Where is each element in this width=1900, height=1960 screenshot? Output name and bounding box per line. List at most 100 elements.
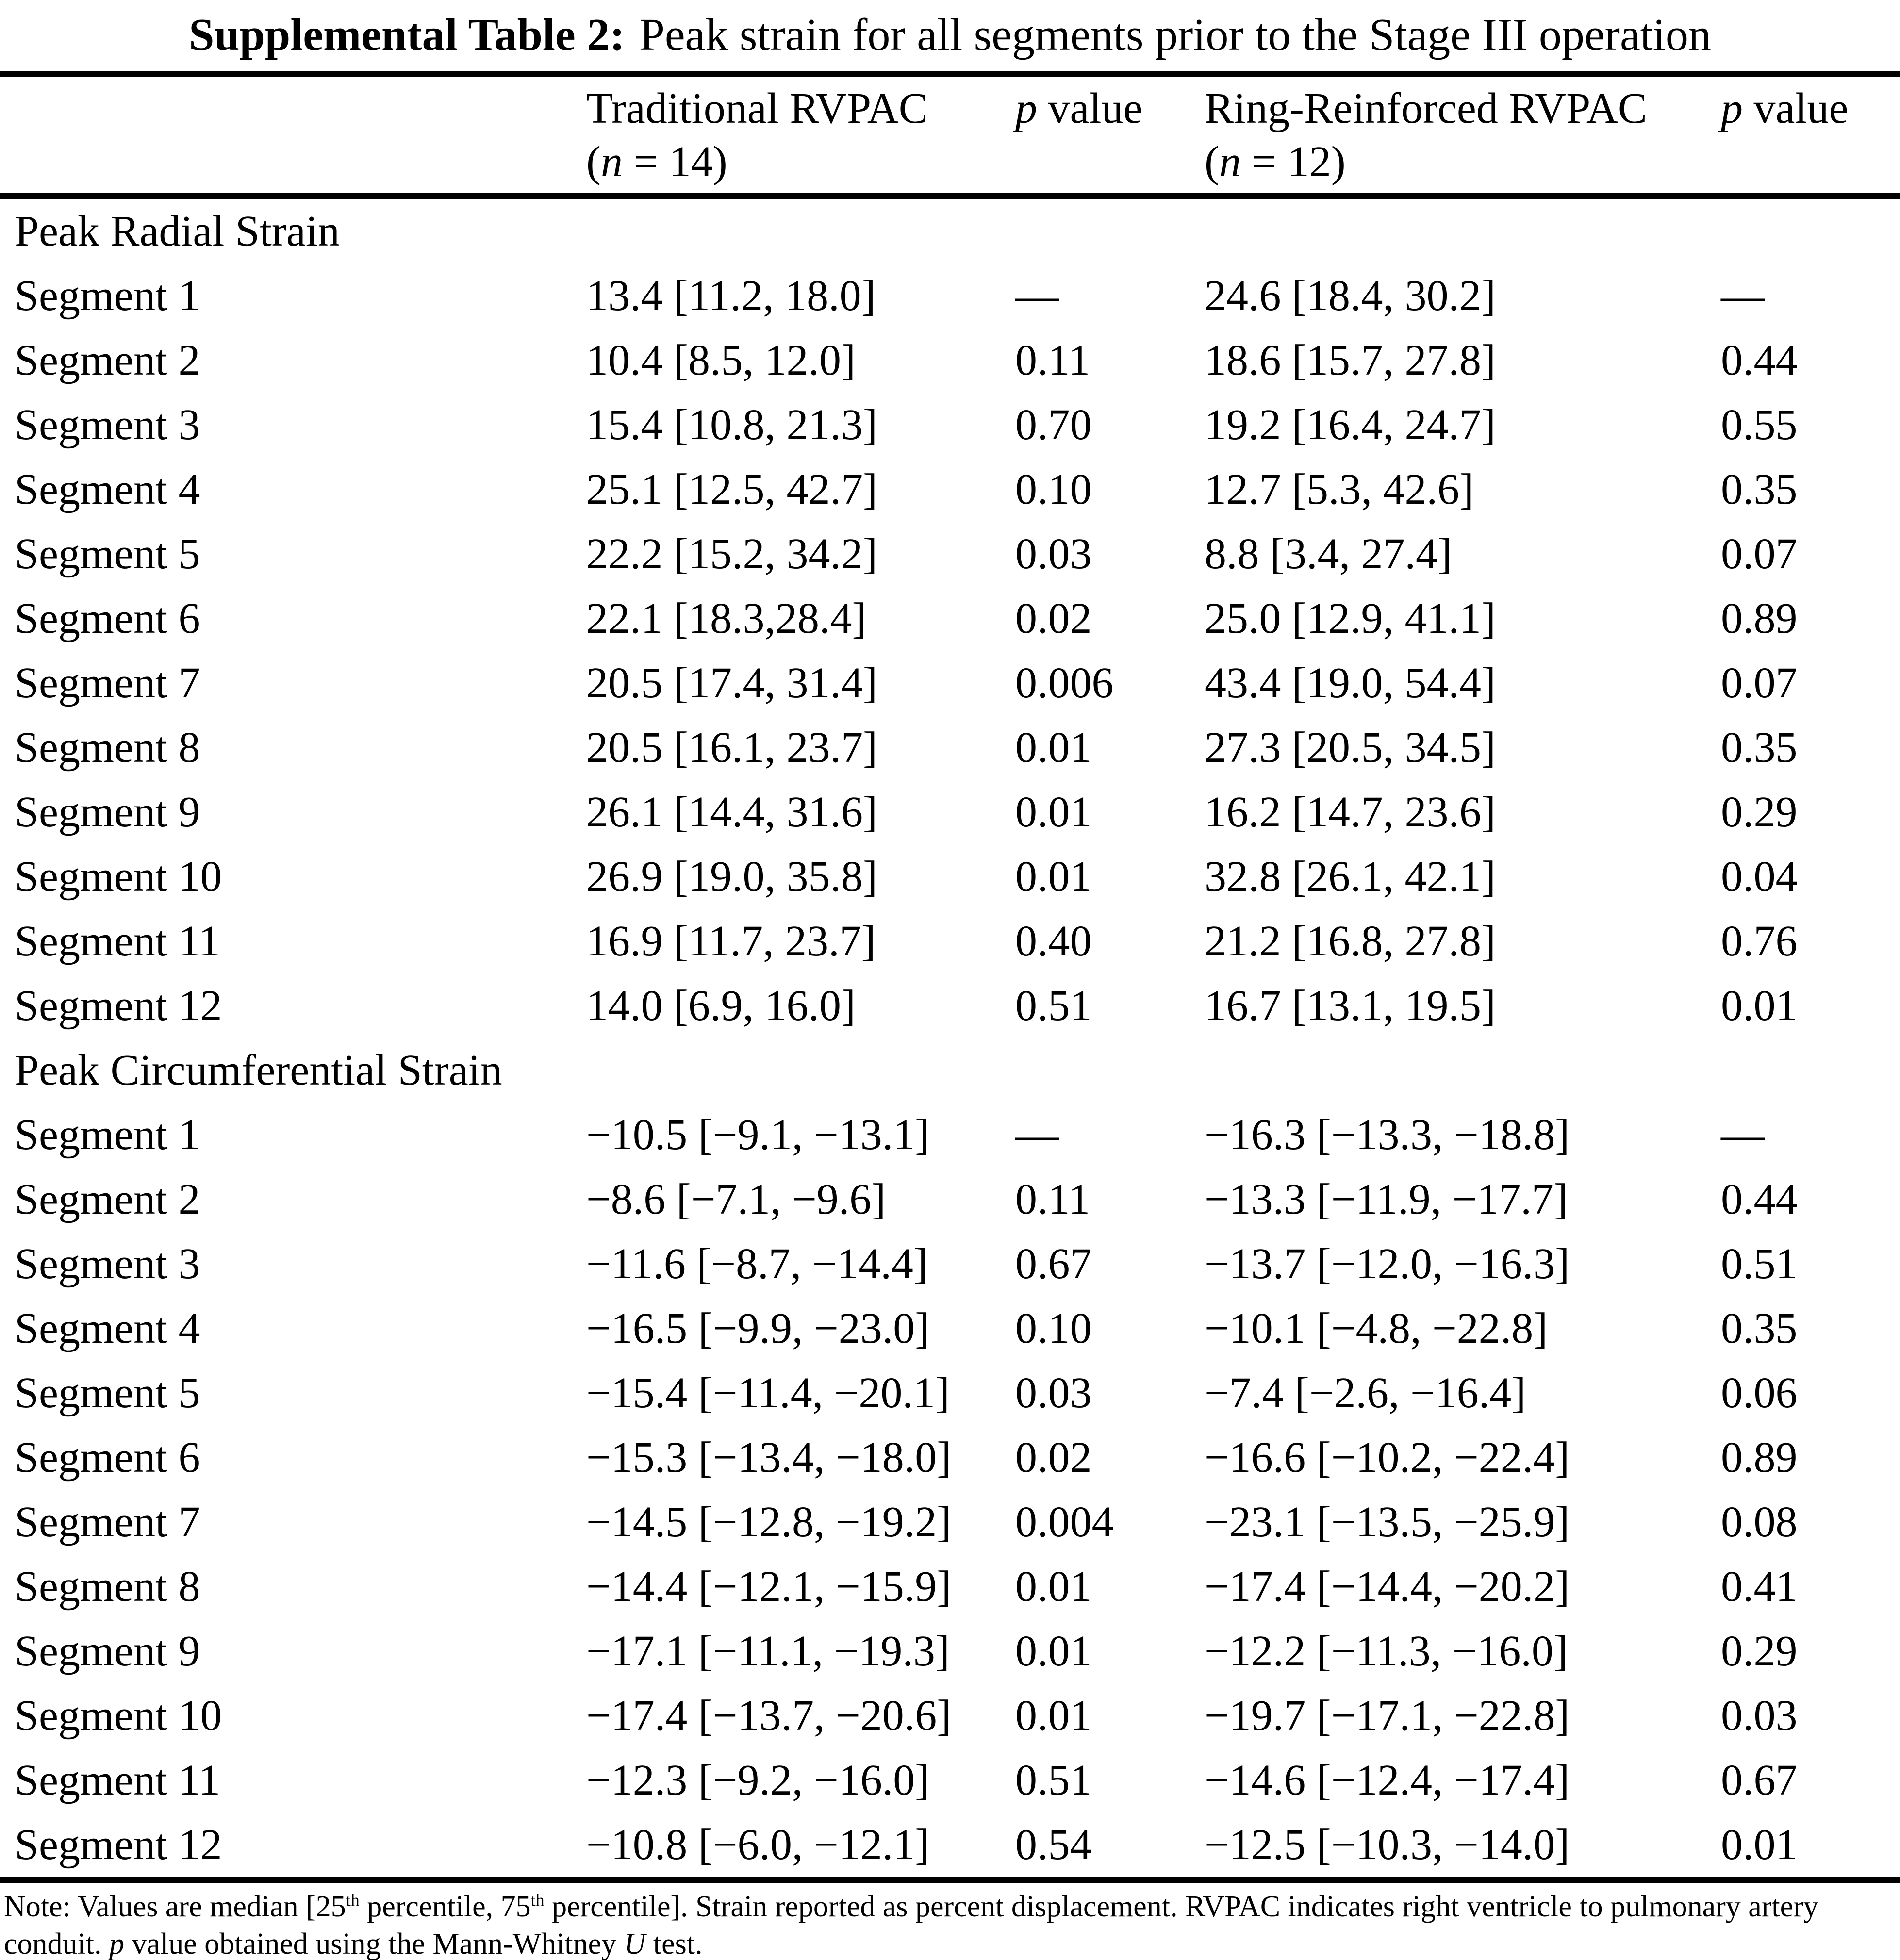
horizontal-rule-top xyxy=(0,71,1900,77)
row-label-cell: Segment 2 xyxy=(15,336,200,384)
pvalue-1-cell: 0.02 xyxy=(1015,594,1092,642)
n-count: = 12) xyxy=(1240,138,1346,186)
ring-value-cell: −10.1 [−4.8, −22.8] xyxy=(1205,1304,1548,1352)
table-row: Segment 3 −11.6 [−8.7, −14.4] 0.67 −13.7 [−… xyxy=(0,1232,1900,1296)
row-label-cell: Segment 9 xyxy=(15,788,200,836)
row-label-cell: Segment 11 xyxy=(15,1756,221,1804)
table-row: Segment 11 16.9 [11.7, 23.7] 0.40 21.2 [16.… xyxy=(0,909,1900,973)
row-label-cell: Segment 7 xyxy=(15,1498,200,1546)
ring-value-cell: 43.4 [19.0, 54.4] xyxy=(1205,659,1496,707)
row-label-cell: Segment 1 xyxy=(15,272,200,320)
traditional-value-cell: 10.4 [8.5, 12.0] xyxy=(586,336,856,384)
table-title-label: Supplemental Table 2: xyxy=(189,10,625,60)
table-title: Supplemental Table 2: Peak strain for all… xyxy=(0,0,1900,71)
pvalue-1-cell: 0.40 xyxy=(1015,917,1092,965)
pvalue-2-cell: 0.01 xyxy=(1721,1821,1798,1869)
note-segment: p xyxy=(109,1927,124,1960)
pvalue-1-cell: 0.01 xyxy=(1015,724,1092,772)
row-label-cell: Segment 11 xyxy=(15,917,221,965)
row-label-cell: Segment 4 xyxy=(15,1304,200,1352)
row-label-cell: Segment 8 xyxy=(15,1563,200,1611)
n-count: = 14) xyxy=(622,138,727,186)
column-header-pvalue-1: p value xyxy=(1015,77,1205,193)
note: Note: Values are median [25th percentile… xyxy=(0,1888,1900,1960)
pvalue-1-cell: — xyxy=(1015,1111,1059,1159)
traditional-value-cell: −8.6 [−7.1, −9.6] xyxy=(586,1175,886,1223)
horizontal-rule-bottom xyxy=(0,1877,1900,1883)
note-segment: percentile]. Strain reported as percent … xyxy=(4,1890,1818,1960)
table-row: Segment 5 −15.4 [−11.4, −20.1] 0.03 −7.4 [−… xyxy=(0,1361,1900,1425)
table-row: Segment 10 26.9 [19.0, 35.8] 0.01 32.8 [26.… xyxy=(0,844,1900,909)
pvalue-2-cell: 0.44 xyxy=(1721,1175,1798,1223)
pvalue-1-cell: 0.10 xyxy=(1015,1304,1092,1352)
row-label-cell: Segment 12 xyxy=(15,1821,222,1869)
pvalue-1-cell: 0.70 xyxy=(1015,401,1092,449)
pvalue-2-cell: 0.06 xyxy=(1721,1369,1798,1417)
note-segment: test. xyxy=(645,1927,703,1960)
row-label-cell: Segment 10 xyxy=(15,853,222,901)
ring-value-cell: −16.3 [−13.3, −18.8] xyxy=(1205,1111,1570,1159)
ring-value-cell: −13.3 [−11.9, −17.7] xyxy=(1205,1175,1568,1223)
table-row: Segment 6 22.1 [18.3,28.4] 0.02 25.0 [12.9,… xyxy=(0,586,1900,651)
column-header-pvalue-2: p value xyxy=(1721,77,1900,193)
table-row: Segment 12 14.0 [6.9, 16.0] 0.51 16.7 [13.1… xyxy=(0,973,1900,1038)
ring-value-cell: −12.2 [−11.3, −16.0] xyxy=(1205,1627,1568,1675)
table-row: Segment 8 20.5 [16.1, 23.7] 0.01 27.3 [20.5… xyxy=(0,715,1900,780)
pvalue-1-cell: 0.004 xyxy=(1015,1498,1114,1546)
row-label-cell: Segment 4 xyxy=(15,465,200,513)
traditional-value-cell: 26.1 [14.4, 31.6] xyxy=(586,788,877,836)
row-label-cell: Segment 8 xyxy=(15,724,200,772)
row-label-cell: Segment 5 xyxy=(15,530,200,578)
pvalue-2-cell: 0.29 xyxy=(1721,1627,1798,1675)
traditional-value-cell: −12.3 [−9.2, −16.0] xyxy=(586,1756,930,1804)
traditional-value-cell: −17.1 [−11.1, −19.3] xyxy=(586,1627,950,1675)
pvalue-1-cell: 0.01 xyxy=(1015,1692,1092,1740)
ring-value-cell: −17.4 [−14.4, −20.2] xyxy=(1205,1563,1570,1611)
pvalue-2-cell: 0.41 xyxy=(1721,1563,1798,1611)
pvalue-2-cell: 0.89 xyxy=(1721,594,1798,642)
ring-value-cell: 12.7 [5.3, 42.6] xyxy=(1205,465,1474,513)
pvalue-1-cell: 0.01 xyxy=(1015,788,1092,836)
column-header-traditional: Traditional RVPAC (n = 14) xyxy=(586,77,1015,193)
pvalue-2-cell: — xyxy=(1721,272,1765,320)
ring-value-cell: 21.2 [16.8, 27.8] xyxy=(1205,917,1496,965)
ring-value-cell: −12.5 [−10.3, −14.0] xyxy=(1205,1821,1570,1869)
traditional-value-cell: 20.5 [17.4, 31.4] xyxy=(586,659,877,707)
table-row: Segment 1 −10.5 [−9.1, −13.1] — −16.3 [−13.… xyxy=(0,1103,1900,1167)
traditional-value-cell: 15.4 [10.8, 21.3] xyxy=(586,401,877,449)
pvalue-2-cell: 0.35 xyxy=(1721,465,1798,513)
traditional-value-cell: 14.0 [6.9, 16.0] xyxy=(586,982,856,1030)
traditional-value-cell: −11.6 [−8.7, −14.4] xyxy=(586,1240,928,1288)
traditional-value-cell: 22.2 [15.2, 34.2] xyxy=(586,530,877,578)
traditional-value-cell: −16.5 [−9.9, −23.0] xyxy=(586,1304,930,1352)
traditional-value-cell: −15.3 [−13.4, −18.0] xyxy=(586,1433,952,1482)
table-row: Segment 9 26.1 [14.4, 31.6] 0.01 16.2 [14.7… xyxy=(0,780,1900,844)
section-header-row: Peak Circumferential Strain xyxy=(0,1038,1900,1103)
pvalue-1-cell: 0.01 xyxy=(1015,1563,1092,1611)
row-label-cell: Segment 9 xyxy=(15,1627,200,1675)
pvalue-1-cell: 0.54 xyxy=(1015,1821,1092,1869)
pvalue-1-cell: 0.02 xyxy=(1015,1433,1092,1482)
row-label-cell: Segment 1 xyxy=(15,1111,200,1159)
traditional-value-cell: −10.5 [−9.1, −13.1] xyxy=(586,1111,930,1159)
pvalue-2-cell: 0.07 xyxy=(1721,659,1798,707)
section-header: Peak Radial Strain xyxy=(15,207,340,255)
pvalue-1-cell: 0.03 xyxy=(1015,1369,1092,1417)
traditional-value-cell: −17.4 [−13.7, −20.6] xyxy=(586,1692,952,1740)
pvalue-1-cell: 0.67 xyxy=(1015,1240,1092,1288)
p-label: value xyxy=(1037,84,1143,132)
ring-value-cell: 8.8 [3.4, 27.4] xyxy=(1205,530,1452,578)
row-label-cell: Segment 2 xyxy=(15,1175,200,1223)
table-row: Segment 6 −15.3 [−13.4, −18.0] 0.02 −16.6 [… xyxy=(0,1425,1900,1490)
ring-value-cell: 16.7 [13.1, 19.5] xyxy=(1205,982,1496,1030)
note-segment: th xyxy=(530,1890,545,1910)
p-label: value xyxy=(1743,84,1849,132)
traditional-value-cell: 20.5 [16.1, 23.7] xyxy=(586,724,877,772)
pvalue-2-cell: 0.55 xyxy=(1721,401,1798,449)
ring-value-cell: 19.2 [16.4, 24.7] xyxy=(1205,401,1496,449)
pvalue-1-cell: 0.10 xyxy=(1015,465,1092,513)
column-header-empty xyxy=(0,77,586,193)
ring-value-cell: −7.4 [−2.6, −16.4] xyxy=(1205,1369,1526,1417)
pvalue-1-cell: 0.51 xyxy=(1015,982,1092,1030)
traditional-value-cell: 16.9 [11.7, 23.7] xyxy=(586,917,876,965)
